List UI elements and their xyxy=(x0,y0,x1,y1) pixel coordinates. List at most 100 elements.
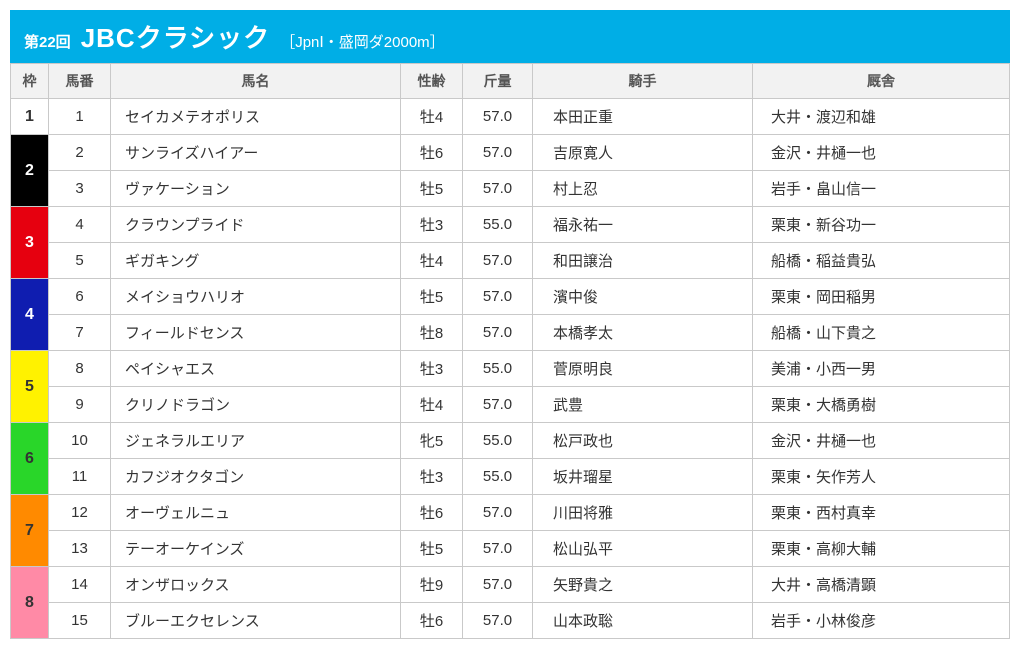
jockey-cell: 川田将雅 xyxy=(533,495,753,531)
race-card: 第22回 JBCクラシック ［JpnⅠ・盛岡ダ2000m］ 枠 馬番 馬名 性齢… xyxy=(10,10,1010,639)
col-name: 馬名 xyxy=(111,64,401,99)
name-cell: フィールドセンス xyxy=(111,315,401,351)
stable-cell: 金沢・井樋一也 xyxy=(753,135,1010,171)
num-cell: 5 xyxy=(49,243,111,279)
table-row: 22サンライズハイアー牡657.0吉原寛人金沢・井樋一也 xyxy=(11,135,1010,171)
table-row: 7フィールドセンス牡857.0本橋孝太船橋・山下貴之 xyxy=(11,315,1010,351)
num-cell: 13 xyxy=(49,531,111,567)
weight-cell: 55.0 xyxy=(463,351,533,387)
waku-cell: 4 xyxy=(11,279,49,351)
jockey-cell: 矢野貴之 xyxy=(533,567,753,603)
race-edition: 第22回 xyxy=(24,31,71,52)
stable-cell: 大井・高橋清顕 xyxy=(753,567,1010,603)
stable-cell: 栗東・大橋勇樹 xyxy=(753,387,1010,423)
jockey-cell: 和田譲治 xyxy=(533,243,753,279)
num-cell: 3 xyxy=(49,171,111,207)
age-cell: 牡5 xyxy=(401,279,463,315)
col-age: 性齢 xyxy=(401,64,463,99)
stable-cell: 栗東・西村真幸 xyxy=(753,495,1010,531)
jockey-cell: 本田正重 xyxy=(533,99,753,135)
name-cell: サンライズハイアー xyxy=(111,135,401,171)
name-cell: テーオーケインズ xyxy=(111,531,401,567)
stable-cell: 大井・渡辺和雄 xyxy=(753,99,1010,135)
age-cell: 牡3 xyxy=(401,459,463,495)
stable-cell: 船橋・山下貴之 xyxy=(753,315,1010,351)
name-cell: オンザロックス xyxy=(111,567,401,603)
stable-cell: 金沢・井樋一也 xyxy=(753,423,1010,459)
col-weight: 斤量 xyxy=(463,64,533,99)
jockey-cell: 菅原明良 xyxy=(533,351,753,387)
stable-cell: 栗東・新谷功一 xyxy=(753,207,1010,243)
table-row: 46メイショウハリオ牡557.0濱中俊栗東・岡田稲男 xyxy=(11,279,1010,315)
table-row: 712オーヴェルニュ牡657.0川田将雅栗東・西村真幸 xyxy=(11,495,1010,531)
age-cell: 牡4 xyxy=(401,243,463,279)
weight-cell: 57.0 xyxy=(463,567,533,603)
jockey-cell: 山本政聡 xyxy=(533,603,753,639)
table-row: 15ブルーエクセレンス牡657.0山本政聡岩手・小林俊彦 xyxy=(11,603,1010,639)
age-cell: 牡5 xyxy=(401,531,463,567)
stable-cell: 岩手・畠山信一 xyxy=(753,171,1010,207)
jockey-cell: 福永祐一 xyxy=(533,207,753,243)
jockey-cell: 武豊 xyxy=(533,387,753,423)
name-cell: オーヴェルニュ xyxy=(111,495,401,531)
weight-cell: 57.0 xyxy=(463,279,533,315)
table-row: 9クリノドラゴン牡457.0武豊栗東・大橋勇樹 xyxy=(11,387,1010,423)
waku-cell: 7 xyxy=(11,495,49,567)
age-cell: 牡3 xyxy=(401,207,463,243)
num-cell: 11 xyxy=(49,459,111,495)
name-cell: クラウンプライド xyxy=(111,207,401,243)
num-cell: 10 xyxy=(49,423,111,459)
num-cell: 14 xyxy=(49,567,111,603)
table-row: 13テーオーケインズ牡557.0松山弘平栗東・高柳大輔 xyxy=(11,531,1010,567)
age-cell: 牡8 xyxy=(401,315,463,351)
stable-cell: 船橋・稲益貴弘 xyxy=(753,243,1010,279)
name-cell: セイカメテオポリス xyxy=(111,99,401,135)
name-cell: クリノドラゴン xyxy=(111,387,401,423)
weight-cell: 57.0 xyxy=(463,603,533,639)
entries-table: 枠 馬番 馬名 性齢 斤量 騎手 厩舎 11セイカメテオポリス牡457.0本田正… xyxy=(10,63,1010,639)
jockey-cell: 吉原寛人 xyxy=(533,135,753,171)
weight-cell: 57.0 xyxy=(463,531,533,567)
col-waku: 枠 xyxy=(11,64,49,99)
name-cell: カフジオクタゴン xyxy=(111,459,401,495)
title-bar: 第22回 JBCクラシック ［JpnⅠ・盛岡ダ2000m］ xyxy=(10,10,1010,63)
age-cell: 牡9 xyxy=(401,567,463,603)
weight-cell: 55.0 xyxy=(463,459,533,495)
stable-cell: 栗東・矢作芳人 xyxy=(753,459,1010,495)
age-cell: 牝5 xyxy=(401,423,463,459)
jockey-cell: 本橋孝太 xyxy=(533,315,753,351)
table-row: 5ギガキング牡457.0和田譲治船橋・稲益貴弘 xyxy=(11,243,1010,279)
table-row: 58ペイシャエス牡355.0菅原明良美浦・小西一男 xyxy=(11,351,1010,387)
age-cell: 牡3 xyxy=(401,351,463,387)
waku-cell: 2 xyxy=(11,135,49,207)
name-cell: ジェネラルエリア xyxy=(111,423,401,459)
waku-cell: 8 xyxy=(11,567,49,639)
table-row: 11セイカメテオポリス牡457.0本田正重大井・渡辺和雄 xyxy=(11,99,1010,135)
weight-cell: 55.0 xyxy=(463,207,533,243)
col-jockey: 騎手 xyxy=(533,64,753,99)
age-cell: 牡6 xyxy=(401,135,463,171)
weight-cell: 57.0 xyxy=(463,495,533,531)
age-cell: 牡6 xyxy=(401,603,463,639)
num-cell: 7 xyxy=(49,315,111,351)
age-cell: 牡6 xyxy=(401,495,463,531)
name-cell: ペイシャエス xyxy=(111,351,401,387)
num-cell: 15 xyxy=(49,603,111,639)
table-row: 34クラウンプライド牡355.0福永祐一栗東・新谷功一 xyxy=(11,207,1010,243)
weight-cell: 57.0 xyxy=(463,171,533,207)
num-cell: 8 xyxy=(49,351,111,387)
table-row: 610ジェネラルエリア牝555.0松戸政也金沢・井樋一也 xyxy=(11,423,1010,459)
weight-cell: 57.0 xyxy=(463,387,533,423)
waku-cell: 3 xyxy=(11,207,49,279)
table-row: 11カフジオクタゴン牡355.0坂井瑠星栗東・矢作芳人 xyxy=(11,459,1010,495)
num-cell: 2 xyxy=(49,135,111,171)
num-cell: 1 xyxy=(49,99,111,135)
num-cell: 9 xyxy=(49,387,111,423)
name-cell: ギガキング xyxy=(111,243,401,279)
weight-cell: 55.0 xyxy=(463,423,533,459)
waku-cell: 5 xyxy=(11,351,49,423)
jockey-cell: 坂井瑠星 xyxy=(533,459,753,495)
name-cell: ブルーエクセレンス xyxy=(111,603,401,639)
weight-cell: 57.0 xyxy=(463,135,533,171)
jockey-cell: 濱中俊 xyxy=(533,279,753,315)
